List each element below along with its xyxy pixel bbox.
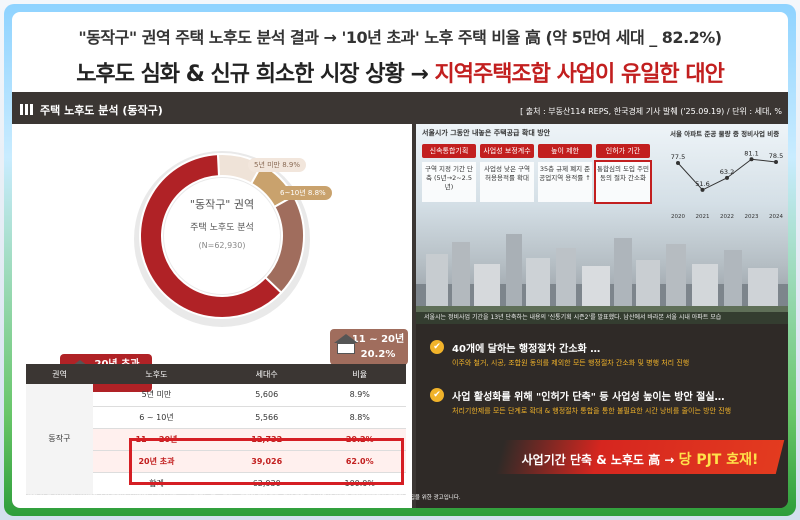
building-icon bbox=[20, 104, 34, 115]
mini-line-chart: 서울 아파트 준공 물량 중 정비사업 비중 77.5 2020 51.6 2021 6… bbox=[670, 128, 784, 224]
policy-text: 35층 규제 폐지 준공업지역 용적률 ↑ bbox=[538, 162, 592, 202]
table-row: 동작구 5년 미만 5,606 8.9% bbox=[26, 384, 406, 495]
policy-text: 사업성 낮은 구역 허용용적률 확대 bbox=[480, 162, 534, 202]
table-row: 20년 초과 39,026 62.0% bbox=[26, 450, 406, 473]
callout-11-20-value: 20.2% bbox=[360, 349, 396, 360]
policy-item-highlighted: 인허가 기간 통합심의 도입 주민동의 절차 간소화 bbox=[594, 144, 652, 204]
ratio-cell: 100.0% bbox=[313, 472, 406, 495]
policy-tag: 높이 제한 bbox=[538, 144, 592, 158]
highlight-banner: 사업기간 단축 & 노후도 高 → 당 PJT 호재! bbox=[495, 440, 785, 474]
col-age: 노후도 bbox=[92, 364, 220, 384]
col-count: 세대수 bbox=[219, 364, 314, 384]
label-under-5: 5년 미만 8.9% bbox=[248, 158, 307, 172]
ratio-cell: 8.8% bbox=[313, 406, 406, 429]
tick-label: 2023 bbox=[745, 214, 759, 220]
policy-title: 서울시가 그동안 내놓은 주택공급 확대 방안 bbox=[422, 129, 551, 137]
policy-columns: 신속통합기획 구역 지정 기간 단축 (5년→2~2.5년) 사업성 보정계수 … bbox=[422, 144, 652, 204]
count-cell: 5,606 bbox=[219, 384, 314, 407]
ratio-cell: 8.9% bbox=[313, 384, 406, 407]
banner-text: 사업기간 단축 & 노후도 高 → 당 PJT 호재! bbox=[500, 449, 780, 469]
col-region: 권역 bbox=[26, 364, 93, 384]
bullet-title: 40개에 달하는 행정절차 간소화 … bbox=[452, 344, 601, 355]
policy-tag: 신속통합기획 bbox=[422, 144, 476, 158]
policy-tag: 사업성 보정계수 bbox=[480, 144, 534, 158]
policy-info: 서울시가 그동안 내놓은 주택공급 확대 방안 신속통합기획 구역 지정 기간 … bbox=[422, 128, 652, 204]
header-title-black: 노후도 심화 & 신규 희소한 시장 상황 → bbox=[76, 62, 429, 87]
policy-item: 신속통합기획 구역 지정 기간 단축 (5년→2~2.5년) bbox=[422, 144, 476, 202]
data-label: 51.6 bbox=[695, 180, 709, 188]
col-ratio: 비율 bbox=[313, 364, 406, 384]
policy-text: 통합심의 도입 주민동의 절차 간소화 bbox=[594, 160, 652, 204]
bullet-title: 사업 활성화를 위해 "인허가 단축" 등 사업성 높이는 방안 절실… bbox=[452, 392, 725, 403]
mini-chart-svg: 77.5 2020 51.6 2021 63.2 2022 81.1 2023 78.5 2024 bbox=[671, 149, 784, 220]
data-label: 77.5 bbox=[671, 153, 685, 161]
photo-caption: 서울시는 정비사업 기간을 13년 단축하는 내용의 '신통기획 시즌2'를 발… bbox=[416, 312, 788, 324]
ratio-cell: 62.0% bbox=[313, 450, 406, 473]
panel-top-bar: 주택 노후도 분석 (동작구) [ 출처 : 부동산114 REPS, 한국경제… bbox=[12, 92, 788, 124]
region-cell: 동작구 bbox=[26, 384, 93, 495]
donut-slice bbox=[139, 153, 283, 319]
header-subtitle: "동작구" 권역 주택 노후도 분석 결과 → '10년 초과' 노후 주택 비… bbox=[78, 28, 722, 47]
count-cell: 62,930 bbox=[219, 472, 314, 495]
section-title: 주택 노후도 분석 (동작구) bbox=[20, 102, 163, 118]
check-icon: ✔ bbox=[430, 388, 444, 402]
label-6-10: 6~10년 8.8% bbox=[274, 186, 332, 200]
news-photo: 서울시가 그동안 내놓은 주택공급 확대 방안 신속통합기획 구역 지정 기간 … bbox=[416, 124, 788, 324]
data-label: 78.5 bbox=[769, 152, 783, 160]
section-title-text: 주택 노후도 분석 (동작구) bbox=[40, 104, 163, 117]
banner-text-main: 사업기간 단축 & 노후도 高 → bbox=[521, 453, 675, 467]
apartment-icon bbox=[334, 334, 358, 354]
check-icon: ✔ bbox=[430, 340, 444, 354]
donut-center: "동작구" 권역 주택 노후도 분석 (N=62,930) bbox=[172, 196, 272, 250]
policy-text: 구역 지정 기간 단축 (5년→2~2.5년) bbox=[422, 162, 476, 202]
policy-item: 사업성 보정계수 사업성 낮은 구역 허용용적률 확대 bbox=[480, 144, 534, 202]
tick-label: 2021 bbox=[696, 214, 710, 220]
table-row: 6 ~ 10년 5,566 8.8% bbox=[26, 406, 406, 429]
data-point bbox=[774, 159, 778, 164]
donut-center-n: (N=62,930) bbox=[198, 241, 246, 250]
age-cell: 20년 초과 bbox=[92, 450, 220, 473]
ratio-cell: 20.2% bbox=[313, 428, 406, 451]
age-cell: 합계 bbox=[92, 472, 220, 495]
bullet-sub: 처리기한제를 모든 단계로 확대 & 행정절차 통합을 통한 불필요한 시간 낭… bbox=[452, 407, 732, 415]
source-note: [ 출처 : 부동산114 REPS, 한국경제 기사 발췌 ('25.09.1… bbox=[520, 107, 782, 116]
age-cell: 6 ~ 10년 bbox=[92, 406, 220, 429]
data-label: 63.2 bbox=[720, 168, 734, 176]
aging-table: 권역 노후도 세대수 비율 동작구 5년 미만 5,606 8.9% 6 ~ 1… bbox=[26, 364, 406, 495]
header-title-red: 지역주택조합 사업이 유일한 대안 bbox=[434, 62, 724, 87]
mini-chart-title: 서울 아파트 준공 물량 중 정비사업 비중 bbox=[670, 130, 780, 138]
right-news-area: 서울시가 그동안 내놓은 주택공급 확대 방안 신속통합기획 구역 지정 기간 … bbox=[416, 124, 788, 508]
table-header-row: 권역 노후도 세대수 비율 bbox=[26, 364, 406, 384]
count-cell: 5,566 bbox=[219, 406, 314, 429]
data-point bbox=[676, 161, 680, 165]
left-analysis-area: "동작구" 권역 주택 노후도 분석 (N=62,930) 5년 미만 8.9%… bbox=[12, 124, 412, 508]
tick-label: 2022 bbox=[720, 214, 734, 220]
data-point bbox=[725, 175, 729, 180]
donut-hole bbox=[164, 178, 280, 294]
data-label: 81.1 bbox=[744, 149, 758, 157]
policy-item: 높이 제한 35층 규제 폐지 준공업지역 용적률 ↑ bbox=[538, 144, 592, 202]
count-cell: 12,732 bbox=[219, 428, 314, 451]
count-cell: 39,026 bbox=[219, 450, 314, 473]
header-title: 노후도 심화 & 신규 희소한 시장 상황 → 지역주택조합 사업이 유일한 대… bbox=[12, 56, 788, 88]
footnote: ※ 본 계획(안)은 인허가 및 사업계획 승인 과정에서 변경될 수 있습니다… bbox=[14, 495, 461, 501]
data-point bbox=[749, 157, 754, 162]
donut-chart bbox=[134, 151, 310, 327]
content-panel: 주택 노후도 분석 (동작구) [ 출처 : 부동산114 REPS, 한국경제… bbox=[12, 92, 788, 508]
city-skyline bbox=[416, 234, 788, 324]
bullet-sub: 이주와 철거, 시공, 조합원 동의를 제외한 모든 행정절차 간소화 및 병행… bbox=[452, 359, 690, 367]
tick-label: 2024 bbox=[769, 214, 783, 220]
donut-center-subtitle: 주택 노후도 분석 bbox=[190, 223, 254, 233]
donut-center-title: "동작구" 권역 bbox=[189, 198, 255, 211]
callout-11-20-label: 11 ~ 20년 bbox=[351, 334, 405, 345]
age-cell: 5년 미만 bbox=[92, 384, 220, 407]
data-point bbox=[700, 187, 705, 192]
age-cell: 11 ~ 20년 bbox=[92, 428, 220, 451]
banner-text-highlight: 당 PJT 호재! bbox=[678, 452, 759, 468]
page-header: "동작구" 권역 주택 노후도 분석 결과 → '10년 초과' 노후 주택 비… bbox=[12, 12, 788, 92]
tick-label: 2020 bbox=[671, 214, 685, 220]
policy-tag: 인허가 기간 bbox=[596, 144, 650, 158]
